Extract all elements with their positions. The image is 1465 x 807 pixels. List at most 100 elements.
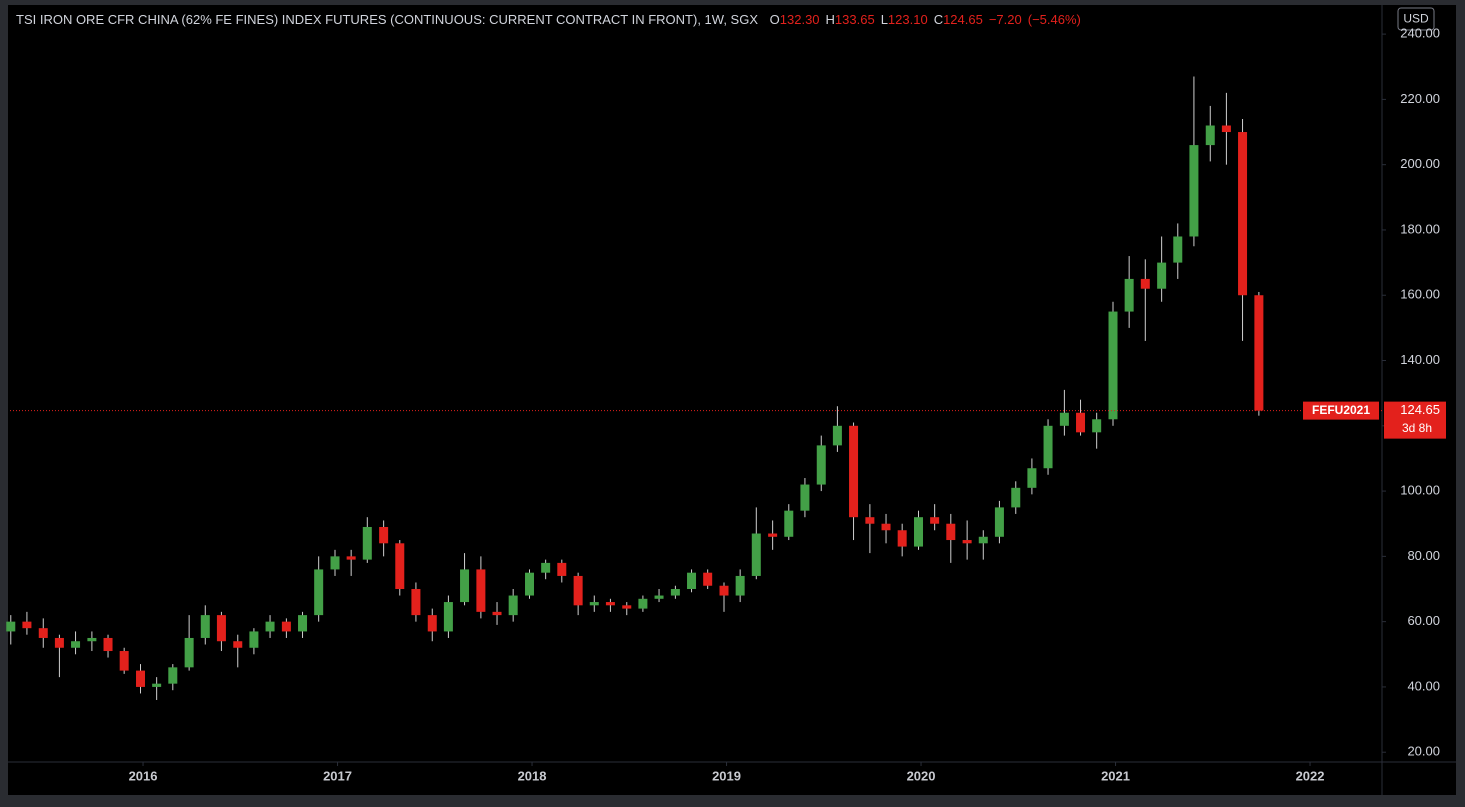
candle-body bbox=[22, 621, 32, 629]
legend-key: C bbox=[933, 12, 944, 27]
candle-body bbox=[1205, 125, 1215, 146]
y-tick-label: 60.00 bbox=[1407, 613, 1440, 628]
candle-body bbox=[1059, 412, 1069, 426]
legend-value: 124.65 bbox=[943, 12, 983, 27]
candle-body bbox=[411, 589, 421, 616]
candle-body bbox=[443, 602, 453, 632]
candle-body bbox=[298, 615, 308, 632]
candle-body bbox=[152, 683, 162, 687]
currency: USD bbox=[1403, 12, 1429, 26]
x-tick-label: 2019 bbox=[712, 768, 741, 783]
candle-body bbox=[1108, 311, 1118, 420]
candle-body bbox=[508, 595, 518, 616]
candle-body bbox=[654, 595, 664, 599]
candle-body bbox=[1238, 132, 1248, 296]
candle-body bbox=[492, 611, 502, 616]
candle-body bbox=[735, 575, 745, 596]
x-tick-label: 2021 bbox=[1101, 768, 1130, 783]
legend-key: H bbox=[825, 12, 835, 27]
candle-body bbox=[103, 637, 113, 652]
candle-body bbox=[314, 569, 324, 616]
chart-background bbox=[8, 5, 1456, 795]
candle-body bbox=[605, 602, 615, 606]
candle-body bbox=[1076, 412, 1086, 433]
legend-key: L bbox=[880, 12, 888, 27]
candle-body bbox=[1221, 125, 1231, 133]
y-tick-label: 160.00 bbox=[1400, 287, 1440, 302]
y-tick-label: 40.00 bbox=[1407, 678, 1440, 693]
candle-body bbox=[362, 526, 372, 560]
candle-body bbox=[346, 556, 356, 560]
candle-body bbox=[832, 425, 842, 446]
y-tick-label: 80.00 bbox=[1407, 548, 1440, 563]
y-tick-label: 20.00 bbox=[1407, 744, 1440, 759]
candle-body bbox=[38, 628, 48, 638]
x-tick-label: 2022 bbox=[1296, 768, 1325, 783]
candle-body bbox=[865, 517, 875, 524]
chart-header: TSI IRON ORE CFR CHINA (62% FE FINES) IN… bbox=[16, 12, 1081, 27]
candle-body bbox=[87, 637, 97, 642]
candle-body bbox=[265, 621, 275, 632]
legend-value: −7.20 bbox=[988, 12, 1022, 27]
y-tick-label: 200.00 bbox=[1400, 156, 1440, 171]
candle-body bbox=[200, 615, 210, 638]
symbol-label: FEFU2021 bbox=[1312, 403, 1370, 417]
candle-body bbox=[751, 533, 761, 576]
candle-body bbox=[184, 637, 194, 668]
y-tick-label: 180.00 bbox=[1400, 221, 1440, 236]
candle-body bbox=[1140, 278, 1150, 289]
candle-body bbox=[427, 615, 437, 632]
candle-body bbox=[573, 575, 583, 606]
candle-body bbox=[816, 445, 826, 485]
candle-body bbox=[6, 621, 16, 632]
candle-body bbox=[978, 536, 988, 544]
candle-body bbox=[1173, 236, 1183, 263]
x-tick-label: 2017 bbox=[323, 768, 352, 783]
price-tag bbox=[1384, 401, 1446, 439]
y-tick-label: 100.00 bbox=[1400, 483, 1440, 498]
candle-body bbox=[1027, 468, 1037, 488]
candle-body bbox=[719, 585, 729, 596]
candle-body bbox=[914, 517, 924, 547]
countdown: 3d 8h bbox=[1402, 421, 1432, 435]
legend-value: 133.65 bbox=[834, 12, 875, 27]
y-tick-label: 240.00 bbox=[1400, 26, 1440, 41]
candle-body bbox=[168, 667, 178, 684]
candle-body bbox=[1043, 425, 1053, 469]
candle-body bbox=[800, 484, 810, 511]
candle-body bbox=[249, 631, 259, 648]
currency-box[interactable] bbox=[1397, 7, 1435, 31]
candle-body bbox=[962, 540, 972, 544]
legend-value: (−5.46%) bbox=[1027, 12, 1081, 27]
candle-body bbox=[622, 605, 632, 609]
candle-body bbox=[1254, 295, 1264, 411]
x-tick-label: 2020 bbox=[907, 768, 936, 783]
candle-body bbox=[994, 507, 1004, 537]
candle-body bbox=[638, 598, 648, 609]
candle-body bbox=[281, 621, 291, 632]
candle-body bbox=[946, 523, 956, 541]
candle-body bbox=[687, 572, 697, 590]
legend-key: O bbox=[769, 12, 780, 27]
candle-body bbox=[119, 651, 129, 671]
candle-body bbox=[233, 641, 243, 648]
candle-body bbox=[557, 562, 567, 576]
legend-value: 132.30 bbox=[779, 12, 820, 27]
candle-body bbox=[136, 670, 146, 687]
candle-body bbox=[1124, 278, 1134, 312]
x-tick-label: 2018 bbox=[518, 768, 547, 783]
candle-body bbox=[1092, 419, 1102, 433]
candle-body bbox=[525, 572, 535, 596]
last-price-label: 124.65 bbox=[1400, 402, 1440, 417]
y-tick-label: 220.00 bbox=[1400, 91, 1440, 106]
candle-body bbox=[395, 543, 405, 590]
candle-body bbox=[670, 589, 680, 596]
x-tick-label: 2016 bbox=[129, 768, 158, 783]
candle-body bbox=[784, 510, 794, 537]
candle-body bbox=[476, 569, 486, 612]
chart-title: TSI IRON ORE CFR CHINA (62% FE FINES) IN… bbox=[16, 12, 759, 27]
candle-body bbox=[54, 637, 64, 648]
y-tick-label: 140.00 bbox=[1400, 352, 1440, 367]
